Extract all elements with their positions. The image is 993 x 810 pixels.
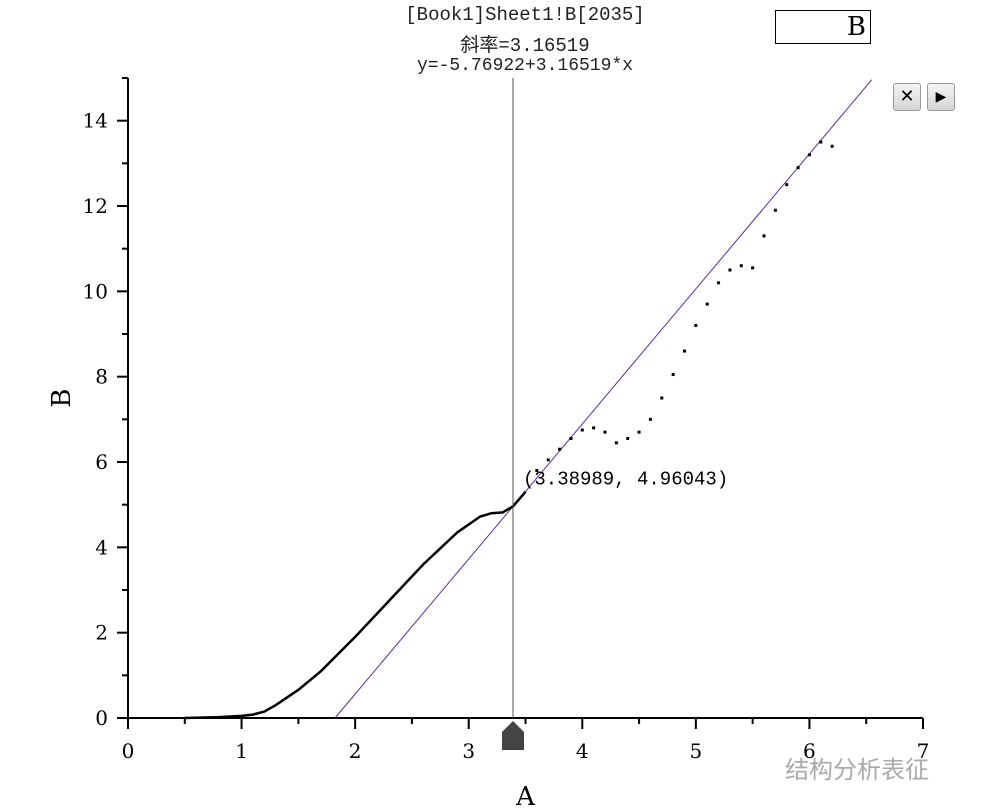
y-tick-label: 0 [95,706,108,730]
data-point [796,166,800,170]
data-point [785,183,789,187]
data-point [558,447,562,451]
cursor-handle [501,721,524,750]
data-point [728,268,732,272]
next-button[interactable]: ▶ [927,83,955,111]
data-point [773,208,777,212]
data-point [762,234,766,238]
x-tick-label: 1 [235,739,248,763]
data-point [603,430,607,434]
data-point [830,144,834,148]
x-tick-label: 4 [576,739,589,763]
data-point [819,140,823,144]
x-tick-label: 7 [917,739,930,763]
y-tick-label: 2 [95,621,108,645]
y-tick-label: 6 [95,450,108,474]
data-point [637,430,641,434]
close-button[interactable]: ✕ [893,83,921,111]
data-point [535,469,539,473]
data-point [648,417,652,421]
x-tick-label: 0 [122,739,135,763]
x-tick-label: 2 [349,739,362,763]
cursor-source-label: [Book1]Sheet1!B[2035] [405,4,645,26]
slope-label: 斜率=3.16519 [460,35,590,57]
y-tick-label: 14 [83,109,108,133]
fit-equation-label: y=-5.76922+3.16519*x [416,56,634,76]
watermark: 结构分析表征 [785,756,929,784]
data-point [807,153,811,157]
data-point [683,349,686,353]
fit-line [334,79,873,719]
x-tick-label: 6 [803,739,816,763]
y-tick-label: 12 [83,194,108,218]
data-point [626,437,630,441]
data-point [751,266,755,270]
y-axis-label: B [47,388,77,407]
legend: B [775,10,871,44]
data-point [592,426,596,430]
data-point [580,428,584,432]
data-point [739,264,743,268]
data-point [705,302,709,306]
data-point [614,441,618,445]
y-tick-label: 10 [83,279,108,303]
x-axis-label: A [515,782,536,810]
data-point [569,437,573,441]
series-line [184,491,527,720]
cursor-readout: (3.38989, 4.96043) [523,468,728,490]
data-point [660,396,664,400]
y-tick-label: 4 [95,535,108,559]
x-tick-label: 5 [689,739,702,763]
y-tick-label: 8 [95,365,108,389]
data-point [717,281,721,285]
data-point [671,373,675,377]
x-tick-label: 3 [462,739,475,763]
data-point [694,323,698,327]
data-point [546,458,550,462]
